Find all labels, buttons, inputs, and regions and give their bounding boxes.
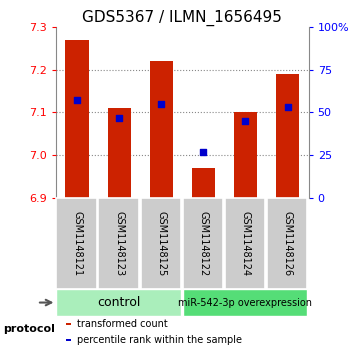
Bar bbox=[140, 197, 181, 289]
Text: GSM1148125: GSM1148125 bbox=[156, 211, 166, 276]
Text: GSM1148123: GSM1148123 bbox=[114, 211, 124, 276]
Bar bbox=[225, 197, 265, 289]
Bar bbox=[183, 289, 307, 316]
Text: protocol: protocol bbox=[4, 323, 56, 334]
Point bbox=[243, 118, 248, 124]
Bar bbox=[56, 289, 181, 316]
Bar bbox=[108, 108, 131, 197]
Text: GSM1148122: GSM1148122 bbox=[198, 211, 208, 276]
Text: percentile rank within the sample: percentile rank within the sample bbox=[77, 335, 243, 344]
Bar bbox=[192, 168, 215, 197]
Point bbox=[158, 101, 164, 107]
Bar bbox=[56, 197, 97, 289]
Bar bbox=[183, 197, 223, 289]
Bar bbox=[234, 113, 257, 197]
Bar bbox=[66, 323, 71, 325]
Text: GSM1148121: GSM1148121 bbox=[72, 211, 82, 276]
Bar bbox=[150, 61, 173, 197]
Title: GDS5367 / ILMN_1656495: GDS5367 / ILMN_1656495 bbox=[82, 10, 282, 26]
Text: transformed count: transformed count bbox=[77, 319, 168, 329]
Bar bbox=[66, 339, 71, 340]
Point bbox=[285, 105, 291, 110]
Point bbox=[200, 149, 206, 155]
Bar bbox=[99, 197, 139, 289]
Text: GSM1148126: GSM1148126 bbox=[283, 211, 293, 276]
Bar bbox=[267, 197, 307, 289]
Point bbox=[74, 98, 80, 103]
Bar bbox=[276, 74, 299, 197]
Text: miR-542-3p overexpression: miR-542-3p overexpression bbox=[178, 298, 312, 307]
Bar bbox=[65, 40, 88, 197]
Text: control: control bbox=[97, 296, 140, 309]
Point bbox=[116, 115, 122, 121]
Text: GSM1148124: GSM1148124 bbox=[240, 211, 251, 276]
